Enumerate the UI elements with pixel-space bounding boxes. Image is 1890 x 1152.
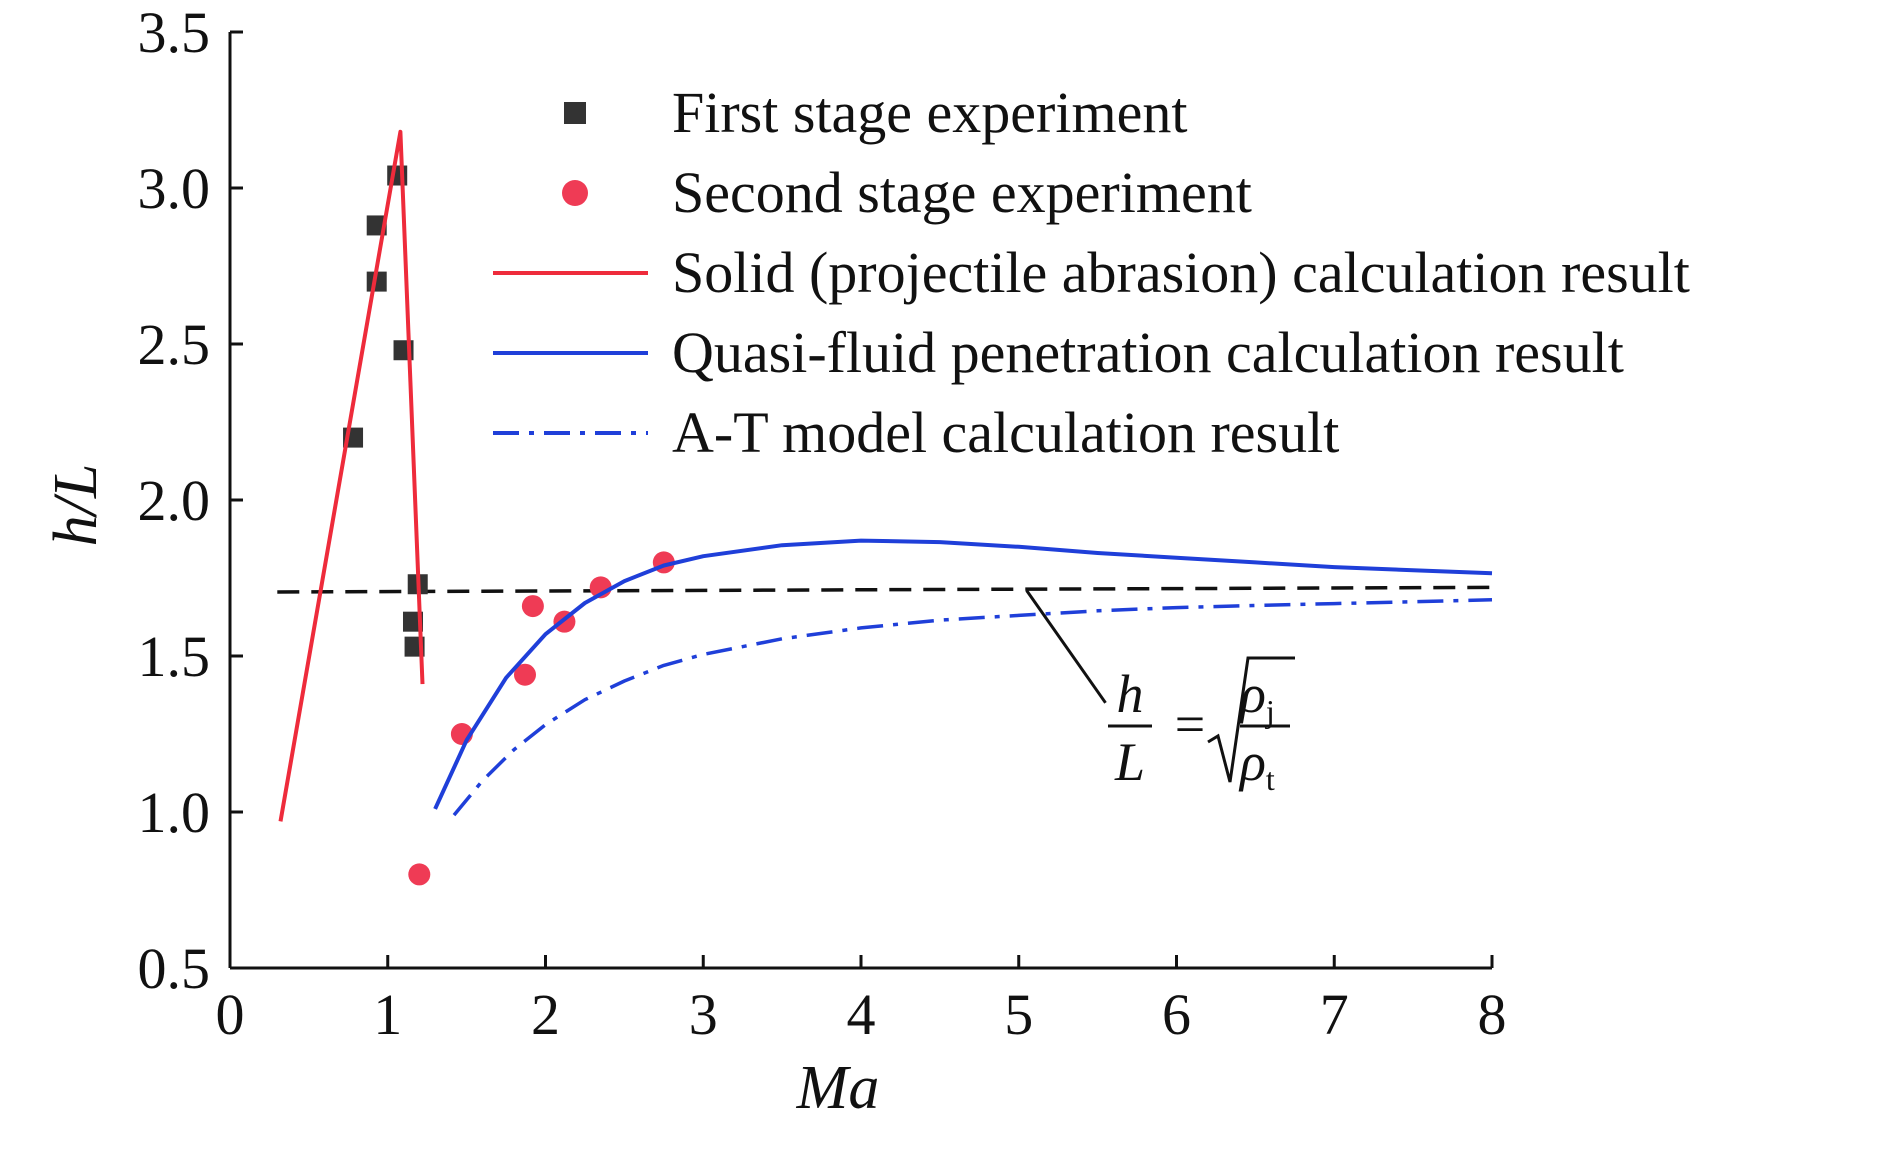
tick-marks [228,30,1494,970]
series-line-2 [278,129,425,822]
y-axis-title: h/L [42,464,110,547]
annotation-leader-line [1025,589,1107,704]
annotation-L: L [1114,732,1145,792]
legend-label: Quasi-fluid penetration calculation resu… [672,320,1624,385]
y-tick-label: 2.5 [138,312,211,377]
annotation-sub-t: t [1266,761,1275,797]
x-tick-label: 1 [373,982,402,1047]
x-tick-labels: 0 1 2 3 4 5 6 7 8 [216,982,1507,1047]
x-tick-label: 6 [1162,982,1191,1047]
annotation-rho-t: ρ [1238,732,1266,792]
annotation-equals: = [1175,694,1205,754]
legend: First stage experiment Second stage exper… [493,80,1690,465]
formula-annotation: h L = ρj ρt [1025,589,1295,797]
x-tick-label: 0 [216,982,245,1047]
x-axis-title: Ma [796,1054,880,1122]
annotation-rho-j: ρ [1238,664,1266,724]
second-stage-marker [408,863,431,886]
annotation-sqrt-sign [1207,656,1295,783]
second-stage-marker [521,595,544,618]
series-line-4 [452,598,1493,817]
x-tick-label: 4 [847,982,876,1047]
x-tick-label: 7 [1320,982,1349,1047]
reference-line-dashed [277,585,1493,594]
legend-circle-marker [562,180,588,206]
legend-label: Solid (projectile abrasion) calculation … [672,240,1690,305]
y-tick-label: 2.0 [138,468,211,533]
legend-label: Second stage experiment [672,160,1252,225]
x-tick-label: 5 [1004,982,1033,1047]
y-tick-labels: 0.5 1.0 1.5 2.0 2.5 3.0 3.5 [138,0,211,1001]
x-tick-label: 3 [689,982,718,1047]
annotation-rho-bottom: ρt [1238,732,1275,797]
y-tick-label: 3.0 [138,156,211,221]
y-tick-label: 1.5 [138,624,211,689]
y-tick-label: 0.5 [138,936,211,1001]
legend-label: First stage experiment [672,80,1187,145]
legend-label: A-T model calculation result [672,400,1339,465]
x-tick-label: 8 [1478,982,1507,1047]
annotation-sub-j: j [1265,693,1275,729]
y-tick-label: 1.0 [138,780,211,845]
y-tick-label: 3.5 [138,0,211,65]
legend-square-marker [564,102,586,124]
data-series [277,129,1493,886]
annotation-rho-top: ρj [1238,664,1275,729]
x-tick-label: 2 [531,982,560,1047]
series-line-3 [433,538,1493,810]
annotation-h: h [1117,664,1144,724]
second-stage-marker [513,663,536,686]
